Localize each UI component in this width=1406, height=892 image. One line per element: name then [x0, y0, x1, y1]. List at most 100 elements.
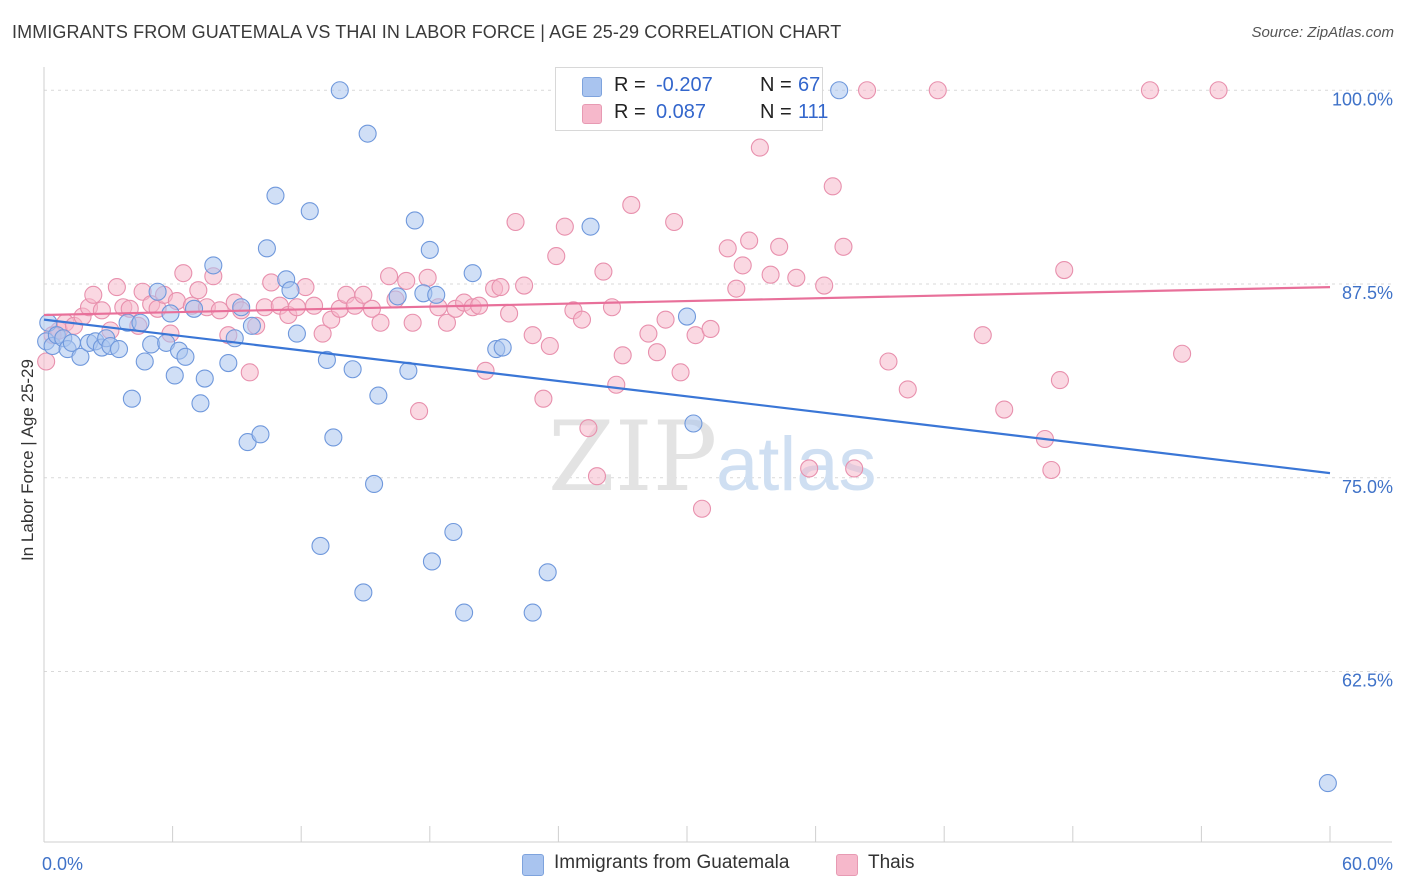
point-guatemala [388, 287, 407, 306]
point-guatemala [176, 347, 195, 366]
point-thais [995, 400, 1014, 419]
point-guatemala [184, 299, 204, 318]
point-thais [255, 298, 274, 317]
legend-swatch-thais [836, 854, 858, 876]
point-thais [92, 301, 111, 320]
y-axis-label: In Labor Force | Age 25-29 [18, 359, 37, 561]
point-thais [787, 268, 806, 287]
point-thais [686, 326, 705, 345]
point-thais [857, 81, 877, 100]
point-thais [622, 195, 641, 214]
point-thais [547, 247, 566, 266]
point-thais [701, 319, 720, 339]
y-tick-label: 87.5% [1342, 283, 1393, 303]
point-guatemala [330, 81, 349, 100]
point-thais [579, 419, 598, 438]
point-thais [403, 313, 422, 332]
point-guatemala [444, 522, 463, 542]
point-guatemala [266, 186, 285, 205]
point-thais [500, 304, 519, 323]
point-thais [671, 363, 690, 382]
legend-label-thais: Thais [868, 852, 915, 873]
data-points [37, 81, 1337, 793]
point-thais [639, 324, 658, 343]
point-thais [898, 380, 917, 399]
point-guatemala [538, 563, 557, 582]
point-thais [727, 279, 746, 298]
point-thais [973, 326, 992, 345]
point-thais [262, 273, 281, 292]
point-thais [506, 212, 525, 232]
r-label: R = [614, 74, 646, 96]
point-guatemala [135, 352, 154, 371]
point-guatemala [354, 583, 373, 602]
point-guatemala [493, 338, 512, 357]
point-thais [928, 81, 947, 100]
point-thais [240, 363, 259, 382]
point-thais [692, 499, 712, 518]
point-thais [305, 296, 324, 315]
point-thais [740, 231, 759, 250]
legend-label-guatemala: Immigrants from Guatemala [554, 852, 790, 873]
point-guatemala [219, 353, 238, 373]
point-thais [189, 281, 208, 300]
n-value: 111 [798, 101, 829, 123]
point-guatemala [427, 285, 446, 304]
point-thais [815, 276, 834, 295]
point-thais [823, 177, 842, 196]
point-guatemala [109, 340, 129, 359]
point-guatemala [122, 389, 141, 408]
point-thais [534, 389, 553, 408]
point-thais [761, 265, 780, 284]
y-tick-label: 62.5% [1342, 671, 1393, 691]
point-guatemala [422, 552, 441, 571]
point-thais [594, 262, 613, 281]
point-thais [84, 285, 103, 304]
r-label: R = [614, 101, 646, 123]
trend-line-guatemala [43, 318, 1331, 475]
grid-lines [44, 89, 1392, 672]
x-tick-label-right: 60.0% [1342, 854, 1393, 874]
point-guatemala [204, 256, 223, 275]
point-guatemala [343, 360, 362, 379]
n-value: 67 [798, 74, 821, 96]
r-value: -0.207 [656, 74, 713, 96]
y-tick-label: 100.0% [1332, 89, 1393, 109]
point-thais [602, 298, 622, 317]
point-guatemala [232, 298, 251, 317]
point-thais [313, 324, 332, 343]
point-guatemala [165, 366, 184, 385]
point-guatemala [311, 536, 330, 556]
point-thais [750, 138, 769, 157]
trend-lines [43, 286, 1331, 475]
legend-swatch-guatemala [522, 854, 544, 876]
y-tick-label: 75.0% [1342, 477, 1393, 497]
point-guatemala [365, 474, 384, 494]
point-guatemala [242, 316, 261, 335]
point-thais [879, 352, 898, 371]
point-thais [418, 268, 437, 287]
point-thais [770, 237, 789, 256]
point-guatemala [257, 239, 276, 258]
point-guatemala [358, 124, 377, 143]
point-guatemala [317, 350, 336, 370]
point-thais [607, 375, 626, 394]
point-guatemala [281, 281, 300, 300]
tick-labels: 100.0% 87.5% 75.0% 62.5% 0.0% 60.0% [42, 89, 1393, 874]
point-thais [647, 343, 667, 362]
point-thais [540, 336, 559, 356]
point-guatemala [300, 202, 319, 221]
point-thais [296, 278, 315, 297]
watermark: ZIP atlas [548, 401, 877, 513]
point-guatemala [581, 217, 600, 236]
point-thais [491, 278, 510, 297]
point-thais [380, 267, 399, 286]
point-thais [1042, 460, 1061, 480]
point-thais [555, 217, 574, 236]
point-thais [587, 467, 607, 486]
point-guatemala [71, 347, 90, 366]
point-thais [845, 459, 864, 478]
stats-legend: R = -0.207 N = 67 R = 0.087 N = 111 [555, 67, 828, 131]
point-guatemala [405, 211, 424, 230]
